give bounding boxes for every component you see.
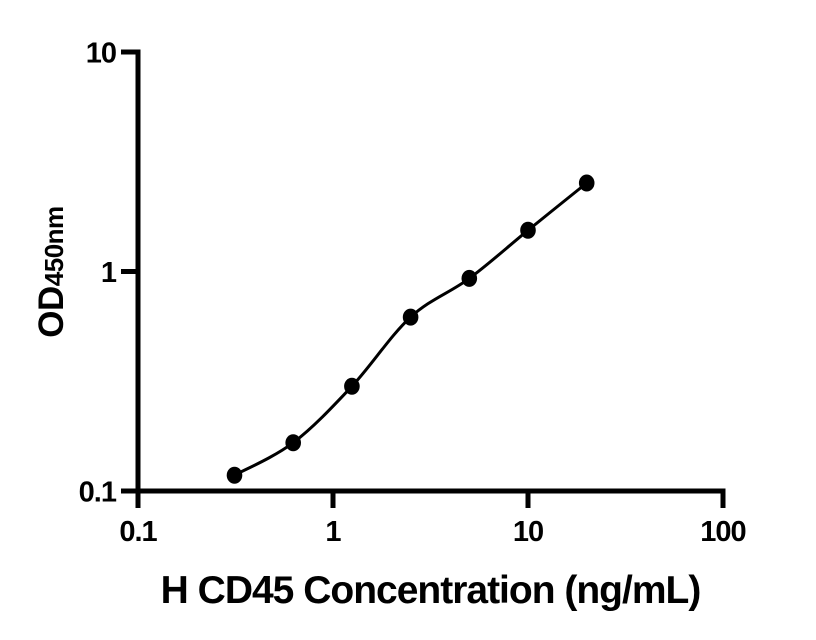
y-tick [121, 269, 138, 274]
y-tick-label: 10 [86, 38, 116, 70]
y-tick-label: 0.1 [79, 477, 117, 509]
data-point [461, 269, 478, 287]
x-tick [720, 491, 726, 508]
y-tick [121, 49, 138, 55]
y-tick [121, 488, 138, 494]
x-tick-label: 0.1 [119, 516, 157, 548]
x-axis-line [135, 488, 726, 494]
y-axis-title-main: OD [32, 286, 71, 338]
data-point [402, 308, 419, 326]
x-tick-label: 1 [325, 516, 341, 548]
data-point [578, 174, 595, 192]
data-point [226, 466, 243, 484]
y-tick-label: 1 [101, 257, 117, 289]
x-tick [330, 491, 336, 508]
y-axis-title: OD450nm [30, 172, 74, 372]
x-tick [135, 491, 141, 508]
data-point [344, 377, 360, 395]
x-tick-label: 100 [700, 516, 745, 548]
x-axis-title: H CD45 Concentration (ng/mL) [160, 569, 702, 612]
x-tick-label: 10 [513, 516, 543, 548]
data-point [285, 434, 302, 452]
x-tick [525, 491, 531, 508]
y-axis-title-subscript: 450nm [39, 206, 69, 287]
data-point [520, 221, 536, 239]
